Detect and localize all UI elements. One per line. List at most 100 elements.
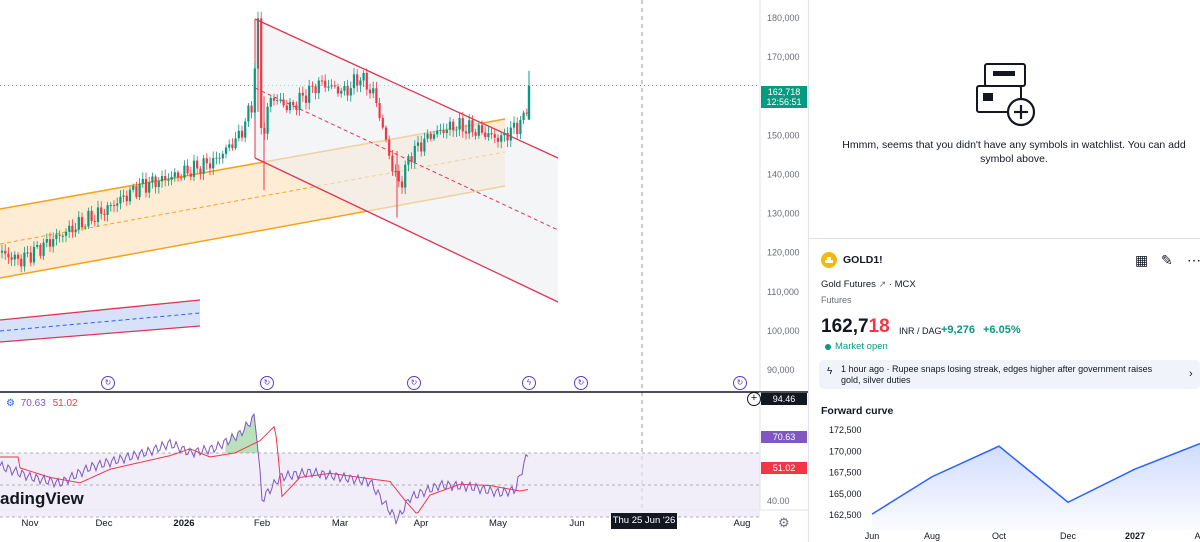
candle-body bbox=[474, 132, 477, 136]
time-axis-label: Mar bbox=[331, 518, 349, 529]
rsi-legend[interactable]: ⚙ 70.63 51.02 bbox=[6, 398, 78, 409]
last-price-label: 162,718 12:56:51 bbox=[761, 86, 807, 108]
event-marker-icon[interactable]: ↻ bbox=[574, 376, 588, 390]
candle-body bbox=[109, 205, 112, 207]
price-chart-canvas[interactable]: 80.0060.0040.00 180,000170,000160,000150… bbox=[0, 0, 808, 542]
candle-body bbox=[391, 155, 394, 172]
event-marker-icon[interactable]: ↻ bbox=[101, 376, 115, 390]
candle-body bbox=[269, 97, 272, 107]
candle-body bbox=[288, 102, 292, 111]
candle-body bbox=[336, 86, 340, 94]
blue-channel-mid bbox=[0, 312, 201, 332]
candle-body bbox=[423, 138, 426, 152]
rsi-overbought-fill bbox=[225, 414, 258, 453]
candle-body bbox=[61, 235, 64, 237]
candle-body bbox=[247, 105, 250, 122]
candle-body bbox=[400, 181, 404, 188]
candle-body bbox=[183, 165, 186, 178]
candle-body bbox=[311, 85, 314, 87]
regression-channel-fill bbox=[255, 19, 558, 302]
candle-body bbox=[272, 97, 276, 101]
forward-curve-chart[interactable]: 172,500 170,000 167,500 165,000 162,500 Jun Au… bbox=[809, 420, 1200, 542]
candle-body bbox=[282, 99, 285, 106]
forward-curve-line bbox=[871, 442, 1200, 515]
candle-body bbox=[48, 239, 52, 247]
candle-body bbox=[192, 160, 196, 177]
price-unit: INR / DAG bbox=[899, 326, 942, 336]
price-axis-tick: 90,000 bbox=[767, 365, 795, 375]
candle-body bbox=[461, 118, 464, 132]
candle-body bbox=[106, 205, 109, 215]
candle-body bbox=[432, 134, 436, 139]
candle-body bbox=[525, 112, 528, 114]
panel-separator[interactable] bbox=[809, 238, 1200, 239]
candle-body bbox=[32, 246, 36, 263]
candle-body bbox=[503, 132, 506, 136]
candle-body bbox=[295, 105, 298, 110]
forward-curve-x-tick: Aug bbox=[924, 531, 940, 541]
external-link-icon[interactable]: ↗ bbox=[878, 279, 887, 289]
candle-body bbox=[522, 112, 525, 120]
candle-body bbox=[372, 88, 375, 94]
rsi-settings-icon[interactable]: ⚙ bbox=[6, 398, 15, 409]
symbol-ticker[interactable]: GOLD1! bbox=[843, 254, 883, 266]
price-axis-tick: 170,000 bbox=[767, 52, 800, 62]
candle-body bbox=[36, 245, 39, 247]
candle-body bbox=[160, 176, 164, 182]
candle-body bbox=[320, 80, 324, 82]
candle-body bbox=[333, 85, 336, 87]
candle-body bbox=[365, 72, 368, 90]
candle-body bbox=[39, 245, 42, 256]
candle-body bbox=[327, 86, 330, 88]
candle-body bbox=[452, 121, 455, 131]
candle-body bbox=[324, 80, 327, 88]
candle-body bbox=[144, 178, 148, 193]
candle-body bbox=[330, 85, 333, 87]
time-axis-label: Aug bbox=[733, 518, 751, 529]
panel-divider[interactable] bbox=[808, 0, 809, 542]
price-change-percent: +6.05% bbox=[983, 324, 1021, 336]
add-plus-icon[interactable]: + bbox=[747, 392, 761, 406]
news-headline: 1 hour ago · Rupee snaps losing streak, … bbox=[841, 364, 1153, 385]
blue-channel-upper bbox=[0, 299, 201, 321]
candle-body bbox=[10, 257, 13, 260]
candle-body bbox=[20, 258, 23, 267]
chart-settings-gear-icon[interactable]: ⚙ bbox=[778, 515, 790, 530]
more-options-icon[interactable]: ⋯ bbox=[1187, 252, 1200, 268]
candle-body bbox=[285, 105, 288, 111]
layout-grid-icon[interactable]: ▦ bbox=[1135, 252, 1149, 268]
rsi-value: 70.63 bbox=[20, 398, 46, 409]
candle-body bbox=[458, 118, 461, 130]
candle-body bbox=[7, 253, 10, 258]
event-marker-icon[interactable]: ↻ bbox=[733, 376, 747, 390]
candle-body bbox=[173, 172, 176, 177]
candle-body bbox=[234, 138, 237, 149]
price-axis-tick: 100,000 bbox=[767, 326, 800, 336]
candle-body bbox=[500, 135, 503, 142]
edit-pencil-icon[interactable]: ✎ bbox=[1161, 252, 1173, 268]
time-axis-label: Apr bbox=[413, 518, 429, 529]
forward-curve-area bbox=[872, 443, 1200, 530]
price-chart[interactable]: 80.0060.0040.00 180,000170,000160,000150… bbox=[0, 0, 808, 542]
rsi-line bbox=[0, 412, 529, 526]
candle-body bbox=[0, 250, 4, 253]
candle-body bbox=[167, 179, 170, 181]
event-marker-icon[interactable]: ↻ bbox=[260, 376, 274, 390]
symbol-description[interactable]: Gold Futures ↗ · MCX bbox=[821, 279, 916, 290]
chevron-right-icon[interactable]: › bbox=[1189, 368, 1193, 380]
news-item[interactable]: ϟ 1 hour ago · Rupee snaps losing streak… bbox=[819, 360, 1200, 389]
candle-body bbox=[58, 234, 61, 236]
empty-watchlist-icon bbox=[976, 63, 1036, 127]
candle-body bbox=[186, 165, 189, 174]
candle-body bbox=[477, 125, 480, 136]
candles bbox=[0, 11, 531, 273]
event-lightning-icon[interactable]: ϟ bbox=[522, 376, 536, 390]
candle-body bbox=[276, 100, 279, 102]
candle-body bbox=[378, 103, 381, 118]
candle-body bbox=[304, 95, 308, 103]
candle-body bbox=[96, 207, 100, 222]
candle-body bbox=[119, 196, 122, 204]
candle-body bbox=[122, 195, 125, 197]
candle-body bbox=[55, 234, 58, 240]
event-marker-icon[interactable]: ↻ bbox=[407, 376, 421, 390]
